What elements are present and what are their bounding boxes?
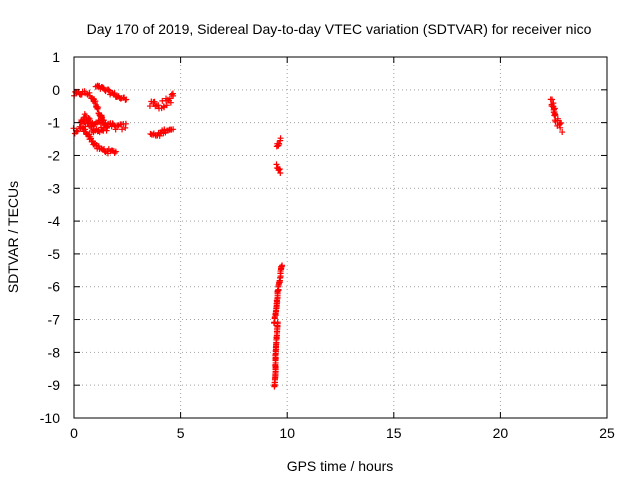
y-axis-label: SDTVAR / TECUs bbox=[5, 181, 21, 293]
x-tick-label: 25 bbox=[599, 425, 615, 441]
x-tick-label: 20 bbox=[493, 425, 509, 441]
cluster-ten-fall-main bbox=[270, 262, 286, 326]
data-point bbox=[104, 121, 111, 128]
cluster-early-dip bbox=[79, 125, 119, 157]
cluster-ten-b bbox=[273, 161, 284, 176]
data-point bbox=[105, 86, 112, 93]
y-tick-label: 1 bbox=[52, 49, 60, 65]
data-point bbox=[78, 91, 85, 98]
data-point bbox=[160, 103, 167, 110]
data-point bbox=[161, 126, 168, 133]
data-point bbox=[112, 126, 119, 133]
data-point bbox=[95, 104, 102, 111]
y-tick-label: -10 bbox=[40, 410, 60, 426]
data-point bbox=[86, 115, 93, 122]
y-tick-label: -7 bbox=[48, 312, 61, 328]
data-point bbox=[163, 102, 170, 109]
data-point bbox=[558, 119, 565, 126]
x-tick-label: 15 bbox=[386, 425, 402, 441]
cluster-early-arc bbox=[92, 82, 130, 103]
cluster-early-wave bbox=[77, 111, 104, 129]
data-point bbox=[559, 129, 566, 136]
y-tick-label: -6 bbox=[48, 279, 61, 295]
cluster-late-blob bbox=[547, 96, 566, 136]
data-point bbox=[276, 140, 283, 147]
cluster-ten-a bbox=[273, 135, 284, 150]
data-point bbox=[85, 115, 92, 122]
data-point bbox=[552, 111, 559, 118]
data-point bbox=[549, 96, 556, 103]
data-point bbox=[277, 169, 284, 176]
data-point bbox=[271, 383, 278, 390]
data-point bbox=[92, 120, 99, 127]
data-point bbox=[103, 125, 110, 132]
y-tick-label: -9 bbox=[48, 377, 61, 393]
y-tick-label: -1 bbox=[48, 115, 61, 131]
data-point bbox=[270, 319, 277, 326]
data-point bbox=[97, 120, 104, 127]
x-tick-label: 10 bbox=[279, 425, 295, 441]
data-point bbox=[100, 126, 107, 133]
grid-lines bbox=[74, 57, 607, 418]
y-tick-label: 0 bbox=[52, 82, 60, 98]
data-point bbox=[146, 103, 153, 110]
data-point bbox=[74, 128, 81, 135]
data-point bbox=[273, 161, 280, 168]
x-axis-label: GPS time / hours bbox=[287, 458, 394, 474]
data-point bbox=[170, 126, 177, 133]
data-point bbox=[551, 108, 558, 115]
data-point bbox=[155, 102, 162, 109]
cluster-four-mid bbox=[147, 126, 177, 139]
data-point bbox=[122, 120, 129, 127]
data-point bbox=[170, 92, 177, 99]
data-point bbox=[151, 98, 158, 105]
data-point bbox=[156, 132, 163, 139]
data-point bbox=[92, 98, 99, 105]
data-point bbox=[81, 126, 88, 133]
data-point bbox=[166, 95, 173, 102]
y-tick-label: -5 bbox=[48, 246, 61, 262]
y-tick-label: -3 bbox=[48, 180, 61, 196]
data-point bbox=[167, 99, 174, 106]
cluster-ten-fall-tail bbox=[271, 319, 281, 390]
cluster-four-top bbox=[146, 90, 177, 112]
data-point bbox=[112, 148, 119, 155]
plot-frame bbox=[73, 56, 608, 419]
data-point bbox=[111, 90, 118, 97]
data-points bbox=[70, 82, 566, 390]
x-tick-label: 5 bbox=[177, 425, 185, 441]
data-point bbox=[277, 135, 284, 142]
y-tick-label: -2 bbox=[48, 147, 61, 163]
x-tick-label: 0 bbox=[70, 425, 78, 441]
data-point bbox=[123, 96, 130, 103]
data-point bbox=[119, 126, 126, 133]
y-tick-label: -8 bbox=[48, 344, 61, 360]
chart-title: Day 170 of 2019, Sidereal Day-to-day VTE… bbox=[87, 21, 592, 37]
y-tick-label: -4 bbox=[48, 213, 61, 229]
data-point bbox=[122, 124, 129, 131]
